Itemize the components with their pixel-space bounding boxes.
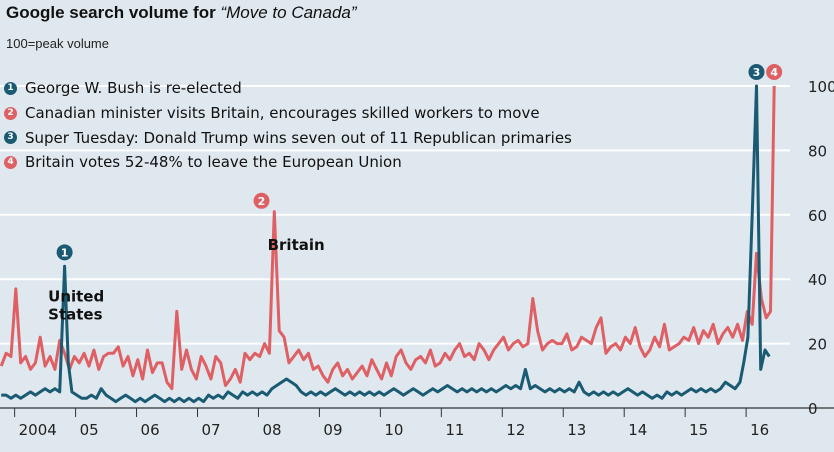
chart-title: Google search volume for “Move to Canada… xyxy=(6,3,357,23)
x-tick-label: 15 xyxy=(689,421,708,439)
series-label: States xyxy=(48,305,102,323)
event-marker-number: 1 xyxy=(61,246,69,259)
series-label: Britain xyxy=(268,236,325,254)
x-tick-label: 2004 xyxy=(19,421,57,439)
legend-text: Super Tuesday: Donald Trump wins seven o… xyxy=(25,128,572,147)
x-tick-label: 12 xyxy=(506,421,525,439)
x-tick-label: 08 xyxy=(262,421,281,439)
chart-title-quote: “Move to Canada” xyxy=(220,3,357,22)
legend-item: 2 Canadian minister visits Britain, enco… xyxy=(4,101,572,126)
x-tick-label: 16 xyxy=(750,421,769,439)
legend-item: 4 Britain votes 52-48% to leave the Euro… xyxy=(4,150,572,175)
x-tick-label: 10 xyxy=(384,421,403,439)
y-tick-label: 60 xyxy=(808,207,827,225)
chart-title-main: Google search volume for xyxy=(6,3,216,22)
chart-subtitle: 100=peak volume xyxy=(6,36,109,51)
x-tick-label: 09 xyxy=(323,421,342,439)
y-tick-label: 0 xyxy=(808,400,818,418)
legend-badge: 3 xyxy=(4,131,17,145)
x-tick-label: 06 xyxy=(141,421,160,439)
y-tick-label: 80 xyxy=(808,142,827,160)
event-marker-number: 2 xyxy=(258,195,266,208)
event-markers: 1 2 3 4 xyxy=(56,64,783,261)
y-tick-label: 40 xyxy=(808,271,827,289)
legend-text: Britain votes 52-48% to leave the Europe… xyxy=(25,153,402,172)
legend-item: 1 George W. Bush is re-elected xyxy=(4,76,572,101)
legend: 1 George W. Bush is re-elected 2 Canadia… xyxy=(4,76,572,175)
x-tick-label: 05 xyxy=(80,421,99,439)
legend-badge: 4 xyxy=(4,155,17,169)
x-tick-label: 13 xyxy=(567,421,586,439)
legend-item: 3 Super Tuesday: Donald Trump wins seven… xyxy=(4,125,572,150)
event-marker xyxy=(748,64,765,80)
event-marker xyxy=(766,64,783,80)
series-label: United xyxy=(48,288,104,306)
event-marker xyxy=(56,244,73,261)
legend-text: George W. Bush is re-elected xyxy=(25,79,242,98)
series-line xyxy=(0,85,776,391)
y-tick-label: 100 xyxy=(808,78,834,96)
event-marker-number: 3 xyxy=(753,66,761,79)
event-marker-number: 4 xyxy=(770,66,778,79)
series-line xyxy=(1,84,771,404)
x-tick-label: 07 xyxy=(202,421,221,439)
x-tick-label: 14 xyxy=(628,421,647,439)
x-axis: 2004 05 06 07 08 09 10 11 12 13 14 15 16 xyxy=(14,408,769,439)
legend-badge: 1 xyxy=(4,81,17,95)
y-tick-label: 20 xyxy=(808,336,827,354)
legend-badge: 2 xyxy=(4,106,17,120)
legend-text: Canadian minister visits Britain, encour… xyxy=(25,104,540,123)
x-tick-label: 11 xyxy=(445,421,464,439)
event-marker xyxy=(253,192,270,209)
series-lines xyxy=(0,84,776,404)
